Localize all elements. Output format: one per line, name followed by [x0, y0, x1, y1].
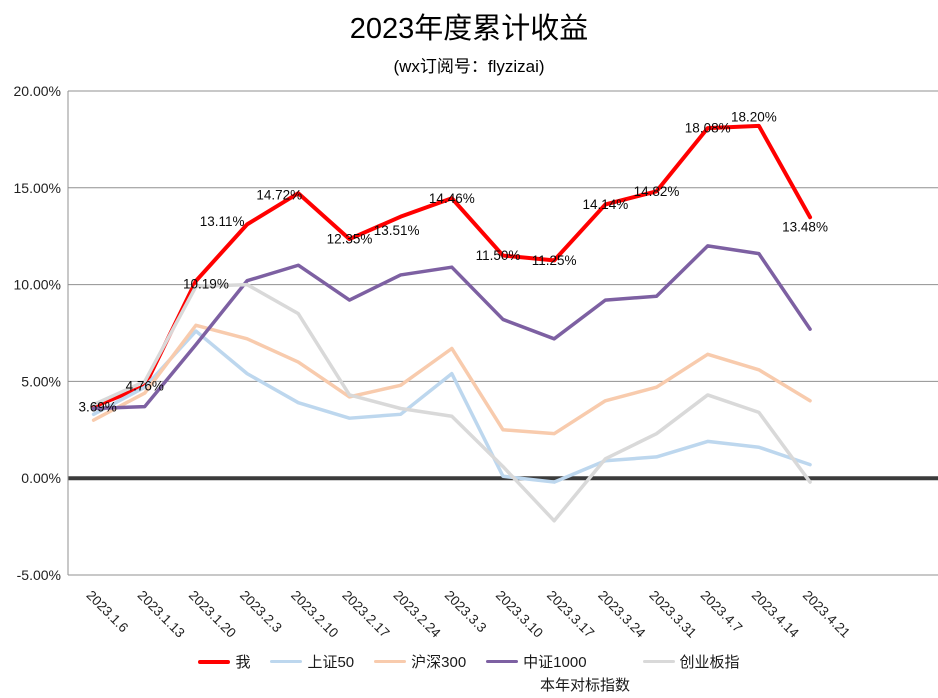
x-tick-label: 2023.2.17: [339, 588, 392, 641]
x-tick-label: 2023.4.7: [698, 588, 746, 636]
data-label: 14.46%: [429, 191, 475, 206]
legend-label-chinext: 创业板指: [679, 654, 740, 671]
data-label: 10.19%: [183, 276, 229, 291]
x-tick-label: 2023.3.3: [442, 588, 490, 636]
x-tick-label: 2023.2.24: [391, 588, 444, 641]
data-label: 14.14%: [582, 197, 628, 212]
data-label: 18.08%: [685, 121, 731, 136]
benchmark-note: 本年对标指数: [540, 677, 631, 694]
legend-label-hs300: 沪深300: [411, 654, 467, 671]
legend-label-sse50: 上证50: [307, 654, 355, 671]
x-tick-label: 2023.4.21: [800, 588, 853, 641]
legend-label-me: 我: [235, 654, 251, 671]
chart-title: 2023年度累计收益: [349, 13, 589, 45]
legend-item-chinext: 创业板指: [642, 651, 740, 672]
legend: 我 上证50 沪深300 中证1000 创业板指: [0, 651, 938, 672]
x-tick-label: 2023.1.13: [135, 588, 188, 641]
y-tick-label: 20.00%: [14, 83, 61, 99]
data-label: 4.76%: [126, 379, 164, 394]
x-tick-label: 2023.3.17: [544, 588, 597, 641]
x-tick-label: 2023.1.6: [83, 588, 131, 636]
x-tick-label: 2023.2.3: [237, 588, 285, 636]
data-label: 11.50%: [476, 248, 521, 263]
legend-swatch-sse50: [270, 659, 303, 664]
series-line-hs300: [91, 323, 812, 436]
data-label: 12.35%: [327, 232, 373, 247]
x-tick-label: 2023.3.24: [595, 588, 648, 641]
legend-item-me: 我: [198, 651, 250, 672]
y-tick-label: 5.00%: [21, 373, 61, 389]
y-tick-label: 0.00%: [21, 470, 61, 486]
series-line-me: [91, 123, 813, 409]
legend-swatch-chinext: [642, 659, 675, 664]
x-tick-label: 2023.4.14: [749, 588, 802, 641]
legend-item-hs300: 沪深300: [374, 651, 466, 672]
legend-item-sse50: 上证50: [270, 651, 354, 672]
data-label: 11.25%: [532, 253, 577, 268]
x-tick-label: 2023.3.31: [646, 588, 699, 641]
series-line-chinext: [91, 282, 812, 523]
legend-label-csi1000: 中证1000: [523, 654, 587, 671]
data-label: 3.69%: [78, 399, 116, 414]
legend-swatch-hs300: [374, 659, 407, 664]
legend-item-csi1000: 中证1000: [486, 651, 587, 672]
y-tick-label: 15.00%: [14, 180, 61, 196]
x-tick-label: 2023.3.10: [493, 588, 546, 641]
series-line-sse50: [91, 329, 812, 484]
data-label: 14.72%: [256, 188, 302, 203]
data-label: 13.51%: [374, 223, 420, 238]
data-label: 13.48%: [782, 220, 828, 235]
x-tick-label: 2023.1.20: [186, 588, 239, 641]
data-label: 14.82%: [634, 184, 680, 199]
legend-swatch-csi1000: [486, 659, 519, 664]
x-tick-label: 2023.2.10: [288, 588, 341, 641]
data-label: 13.11%: [200, 214, 245, 229]
legend-swatch-me: [198, 659, 231, 664]
data-label: 18.20%: [731, 109, 777, 124]
y-tick-label: -5.00%: [17, 567, 61, 583]
y-tick-label: 10.00%: [14, 277, 61, 293]
chart-subtitle: (wx订阅号：flyzizai): [393, 57, 545, 76]
series-line-csi1000: [91, 244, 812, 411]
